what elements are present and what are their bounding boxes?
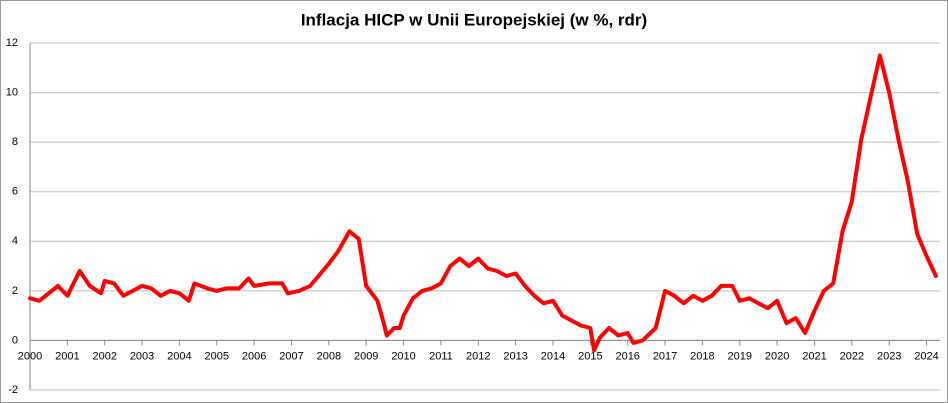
y-tick-label: 10: [6, 86, 18, 98]
x-tick-label: 2004: [167, 350, 191, 362]
x-tick-label: 2005: [205, 350, 229, 362]
y-tick-label: 6: [12, 186, 18, 198]
x-tick-label: 2001: [55, 350, 79, 362]
x-tick-label: 2017: [653, 350, 677, 362]
chart-title: Inflacja HICP w Unii Europejskiej (w %, …: [301, 10, 647, 29]
x-tick-label: 2006: [242, 350, 266, 362]
x-tick-label: 2007: [279, 350, 303, 362]
y-tick-label: 12: [6, 37, 18, 49]
x-tick-label: 2003: [130, 350, 154, 362]
x-tick-label: 2018: [690, 350, 714, 362]
x-tick-label: 2021: [802, 350, 826, 362]
y-tick-label: 4: [12, 235, 18, 247]
x-tick-label: 2002: [92, 350, 116, 362]
x-tick-label: 2019: [728, 350, 752, 362]
x-tick-label: 2020: [765, 350, 789, 362]
y-tick-label: -2: [8, 384, 18, 396]
x-tick-label: 2022: [840, 350, 864, 362]
y-tick-label: 2: [12, 285, 18, 297]
x-tick-label: 2010: [391, 350, 415, 362]
x-tick-label: 2009: [354, 350, 378, 362]
x-tick-label: 2011: [429, 350, 453, 362]
x-tick-label: 2013: [503, 350, 527, 362]
x-tick-label: 2015: [578, 350, 602, 362]
x-tick-label: 2012: [466, 350, 490, 362]
x-tick-label: 2014: [541, 350, 565, 362]
y-tick-label: 8: [12, 136, 18, 148]
x-tick-label: 2024: [914, 350, 938, 362]
x-tick-label: 2000: [18, 350, 42, 362]
x-tick-label: 2008: [317, 350, 341, 362]
x-tick-label: 2016: [615, 350, 639, 362]
x-tick-label: 2023: [877, 350, 901, 362]
data-line: [28, 53, 938, 353]
y-tick-label: 0: [12, 334, 18, 346]
